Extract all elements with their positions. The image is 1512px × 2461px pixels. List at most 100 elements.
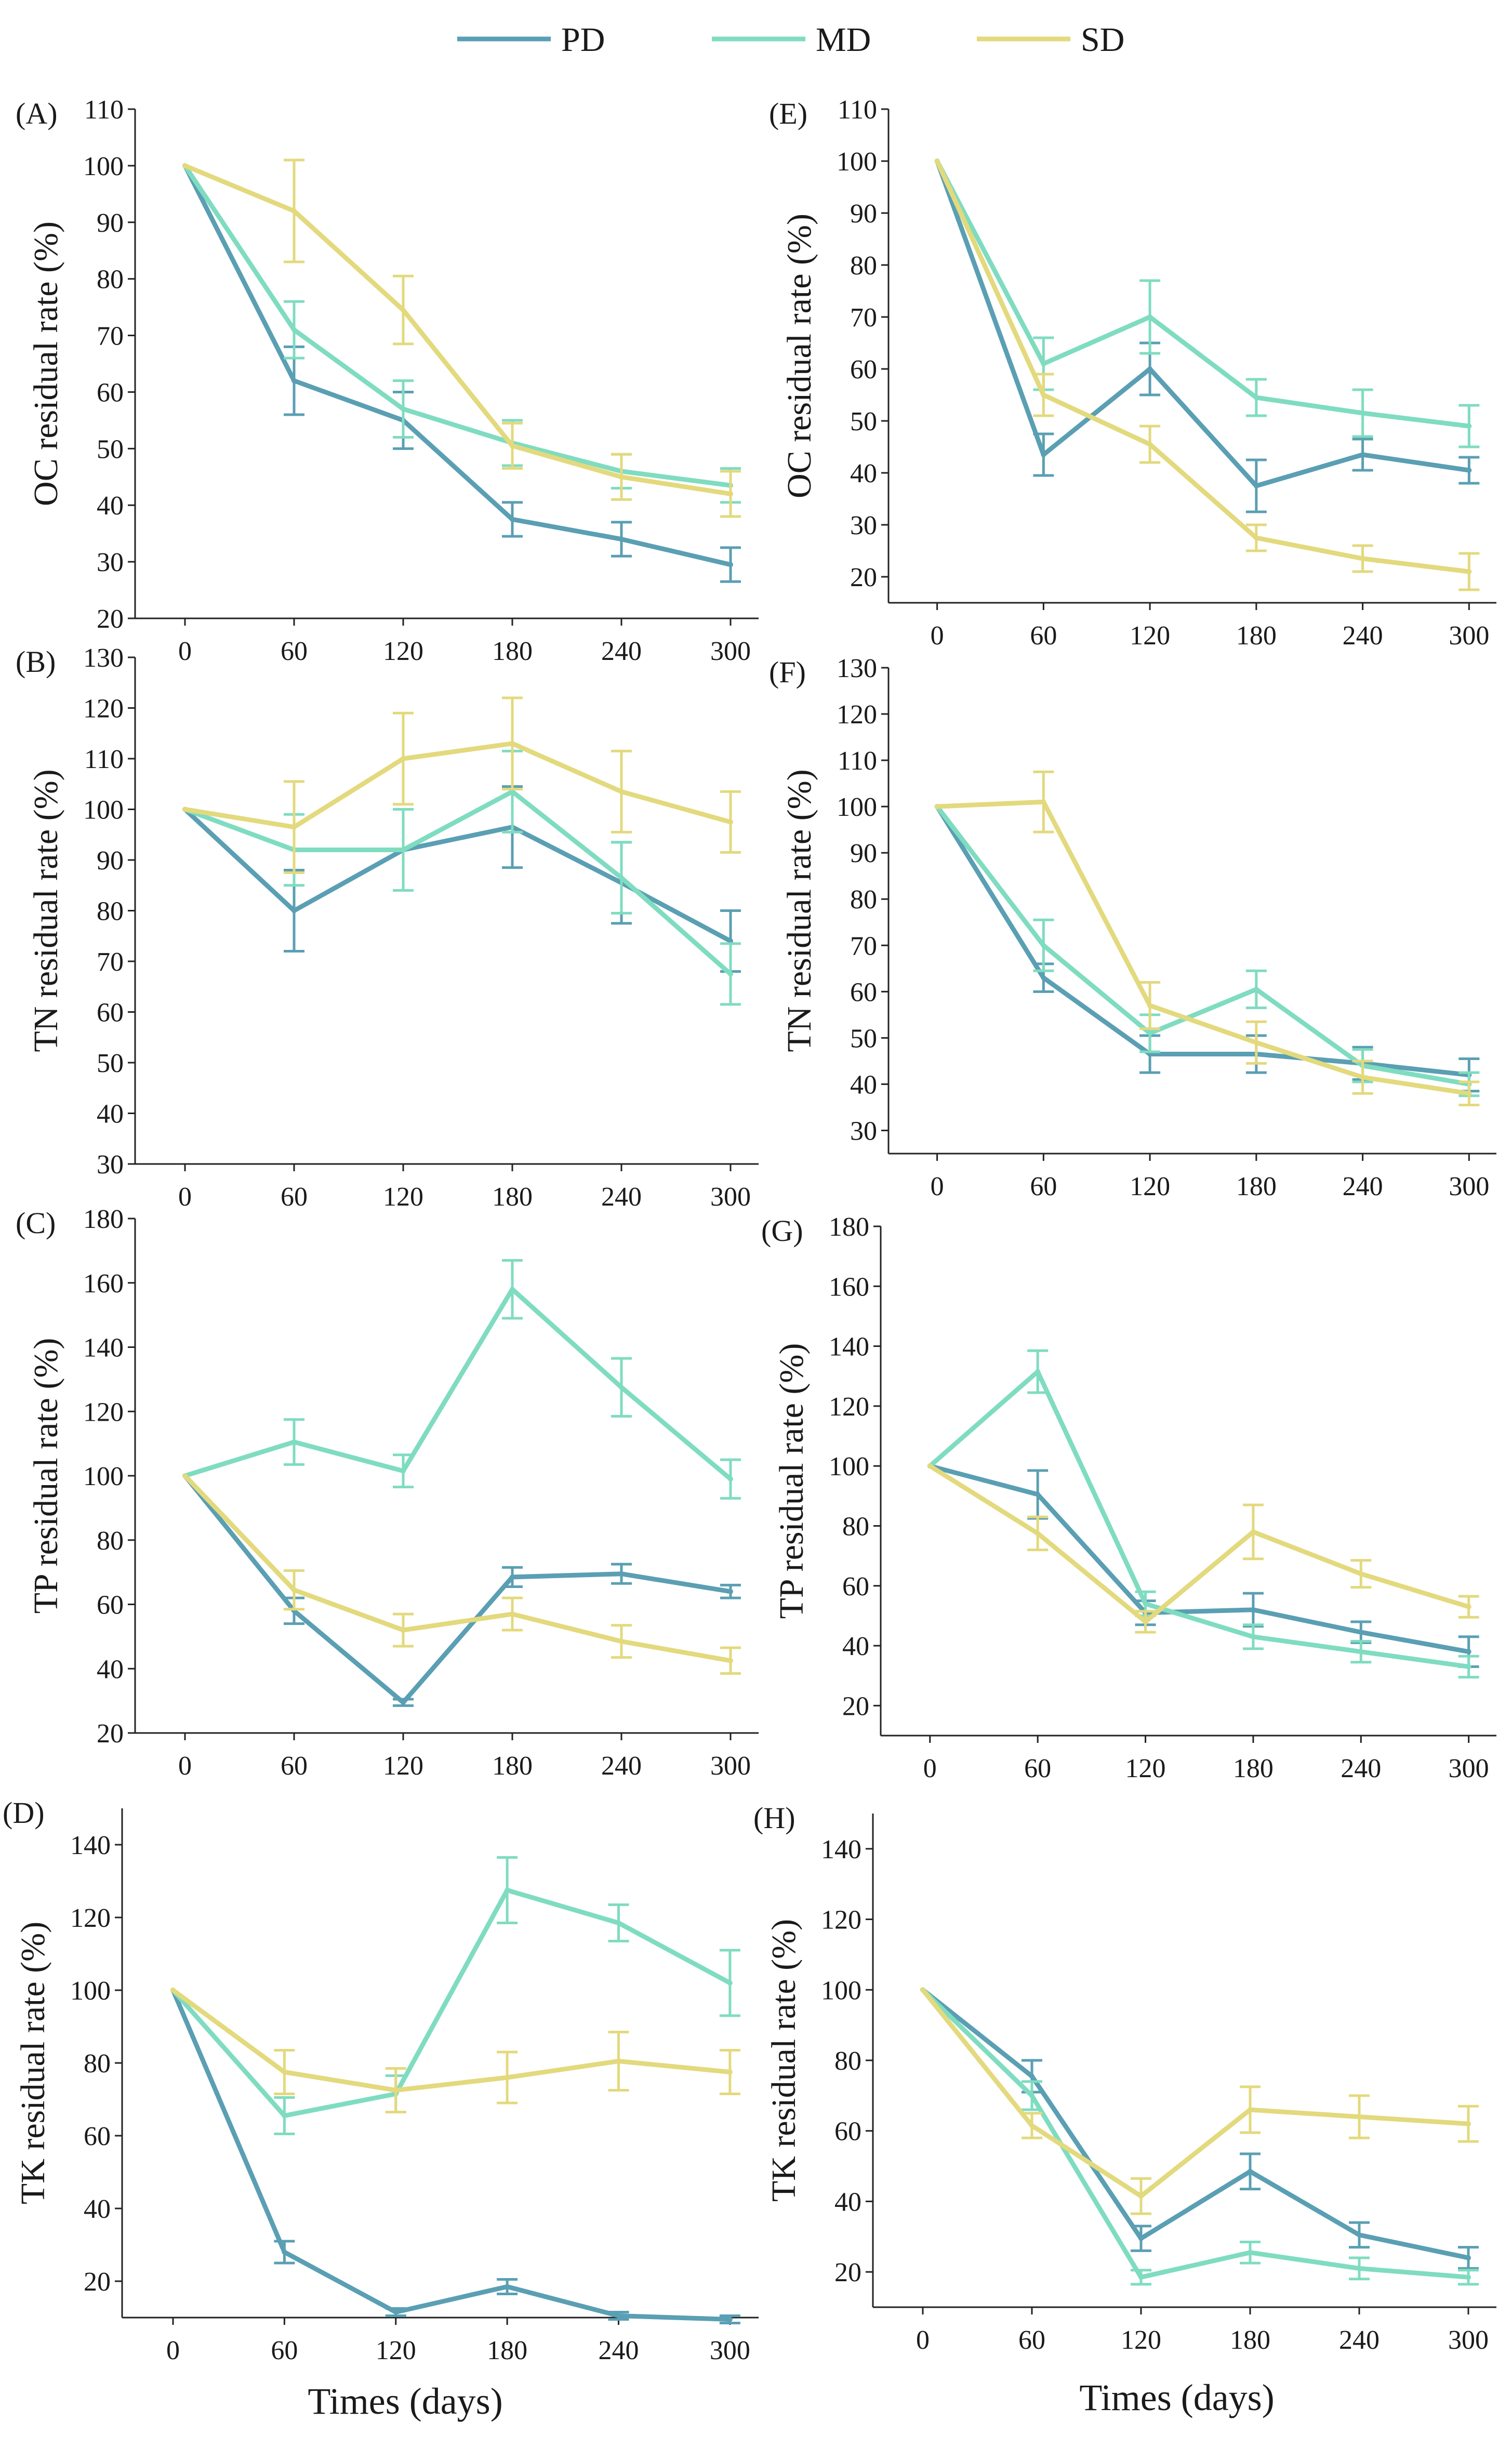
panel-label: (F) xyxy=(769,655,806,689)
y-tick-label: 80 xyxy=(850,251,877,281)
data-point xyxy=(728,1476,733,1482)
y-tick-label: 130 xyxy=(837,654,877,683)
data-point xyxy=(728,1658,733,1663)
x-tick-label: 240 xyxy=(601,1751,642,1781)
series-pd xyxy=(170,1988,740,2324)
data-point xyxy=(401,1628,406,1633)
data-point xyxy=(1041,452,1046,457)
data-point xyxy=(1250,1634,1256,1639)
y-tick-label: 50 xyxy=(850,1024,877,1053)
x-tick-label: 60 xyxy=(1024,1754,1051,1783)
data-point xyxy=(1035,1369,1041,1374)
y-tick-label: 60 xyxy=(97,378,124,407)
data-point xyxy=(401,307,406,313)
y-tick-label: 90 xyxy=(97,846,124,876)
series-line-pd xyxy=(182,163,733,567)
y-tick-label: 80 xyxy=(97,897,124,927)
y-tick-label: 40 xyxy=(84,2194,111,2224)
data-point xyxy=(401,406,406,412)
data-point xyxy=(727,2317,733,2322)
data-point xyxy=(727,1980,733,1986)
x-tick-label: 0 xyxy=(931,1172,944,1201)
panel-f: 30 40 50 60 70 80 90 100 110 120 130 0 60 120 180 240 30… xyxy=(769,654,1496,1201)
x-tick-label: 300 xyxy=(710,1751,751,1781)
y-tick-label: 30 xyxy=(97,548,124,577)
y-tick-label: 100 xyxy=(829,1452,869,1481)
x-tick-label: 300 xyxy=(1449,1754,1489,1783)
series-line-sd xyxy=(170,1988,733,2093)
x-tick-label: 120 xyxy=(383,637,423,666)
x-tick-label: 120 xyxy=(376,2336,416,2365)
y-tick-label: 60 xyxy=(97,1591,124,1620)
data-point xyxy=(1143,1601,1148,1607)
x-tick-label: 300 xyxy=(1448,2325,1489,2355)
x-tick-label: 180 xyxy=(1230,2325,1270,2355)
panel-label: (C) xyxy=(16,1206,56,1240)
x-tick-label: 300 xyxy=(710,2336,750,2365)
y-tick-label: 160 xyxy=(83,1269,124,1299)
data-point xyxy=(1253,986,1259,992)
y-tick-label: 120 xyxy=(829,1392,869,1422)
y-tick-label: 50 xyxy=(850,407,877,436)
data-point xyxy=(510,517,515,522)
data-point xyxy=(1248,2250,1253,2255)
series-line-md xyxy=(170,1888,733,2118)
data-point xyxy=(1250,1607,1256,1612)
y-tick-label: 40 xyxy=(97,1100,124,1129)
y-tick-label: 120 xyxy=(83,1397,124,1427)
y-tick-label: 70 xyxy=(97,322,124,351)
y-tick-label: 110 xyxy=(838,95,877,125)
x-tick-label: 0 xyxy=(923,1754,937,1783)
series-md xyxy=(920,1987,1479,2286)
panel-label: (D) xyxy=(3,1796,45,1830)
y-axis-title: TP residual rate (%) xyxy=(27,1338,65,1614)
series-sd xyxy=(934,770,1480,1106)
x-tick-label: 60 xyxy=(271,2336,298,2365)
series-line-pd xyxy=(920,1987,1471,2260)
data-point xyxy=(1466,569,1472,574)
data-point xyxy=(505,2284,510,2290)
data-point xyxy=(1147,366,1153,372)
y-tick-label: 160 xyxy=(829,1272,869,1302)
data-point xyxy=(1138,2193,1144,2199)
data-point xyxy=(1250,1529,1256,1534)
series-line-sd xyxy=(182,1473,733,1663)
data-point xyxy=(1253,395,1259,400)
data-point xyxy=(505,1887,510,1893)
data-point xyxy=(1147,1003,1153,1009)
series-sd xyxy=(182,1473,741,1675)
x-axis-title-right: Times (days) xyxy=(1079,2377,1274,2418)
data-point xyxy=(728,491,733,497)
y-tick-label: 110 xyxy=(84,95,124,125)
x-tick-label: 0 xyxy=(166,2336,180,2365)
data-point xyxy=(1358,1630,1364,1635)
y-tick-label: 100 xyxy=(83,152,124,181)
y-tick-label: 20 xyxy=(850,563,877,592)
series-sd xyxy=(182,696,741,874)
x-tick-label: 240 xyxy=(1339,2325,1380,2355)
x-tick-label: 180 xyxy=(492,1751,533,1781)
y-tick-label: 70 xyxy=(850,303,877,333)
data-point xyxy=(934,158,940,164)
y-tick-label: 50 xyxy=(97,434,124,464)
y-tick-label: 50 xyxy=(97,1049,124,1078)
data-point xyxy=(1147,1030,1153,1036)
x-tick-label: 0 xyxy=(916,2325,930,2355)
data-point xyxy=(1248,2107,1253,2112)
y-tick-label: 100 xyxy=(70,1976,111,2006)
series-md xyxy=(934,158,1480,448)
data-point xyxy=(510,1287,515,1292)
data-point xyxy=(401,1700,406,1705)
series-line-md xyxy=(182,1287,733,1481)
data-point xyxy=(291,327,297,333)
x-tick-label: 120 xyxy=(383,1182,423,1212)
data-point xyxy=(291,824,297,830)
x-tick-label: 60 xyxy=(281,1182,308,1212)
panel-e: 20 30 40 50 60 70 80 90 100 110 0 60 120 180 240 300 OC … xyxy=(769,95,1496,651)
x-tick-label: 300 xyxy=(1449,1172,1489,1201)
x-tick-label: 180 xyxy=(1236,1172,1277,1201)
data-point xyxy=(1466,1091,1472,1096)
data-point xyxy=(170,1988,176,1993)
